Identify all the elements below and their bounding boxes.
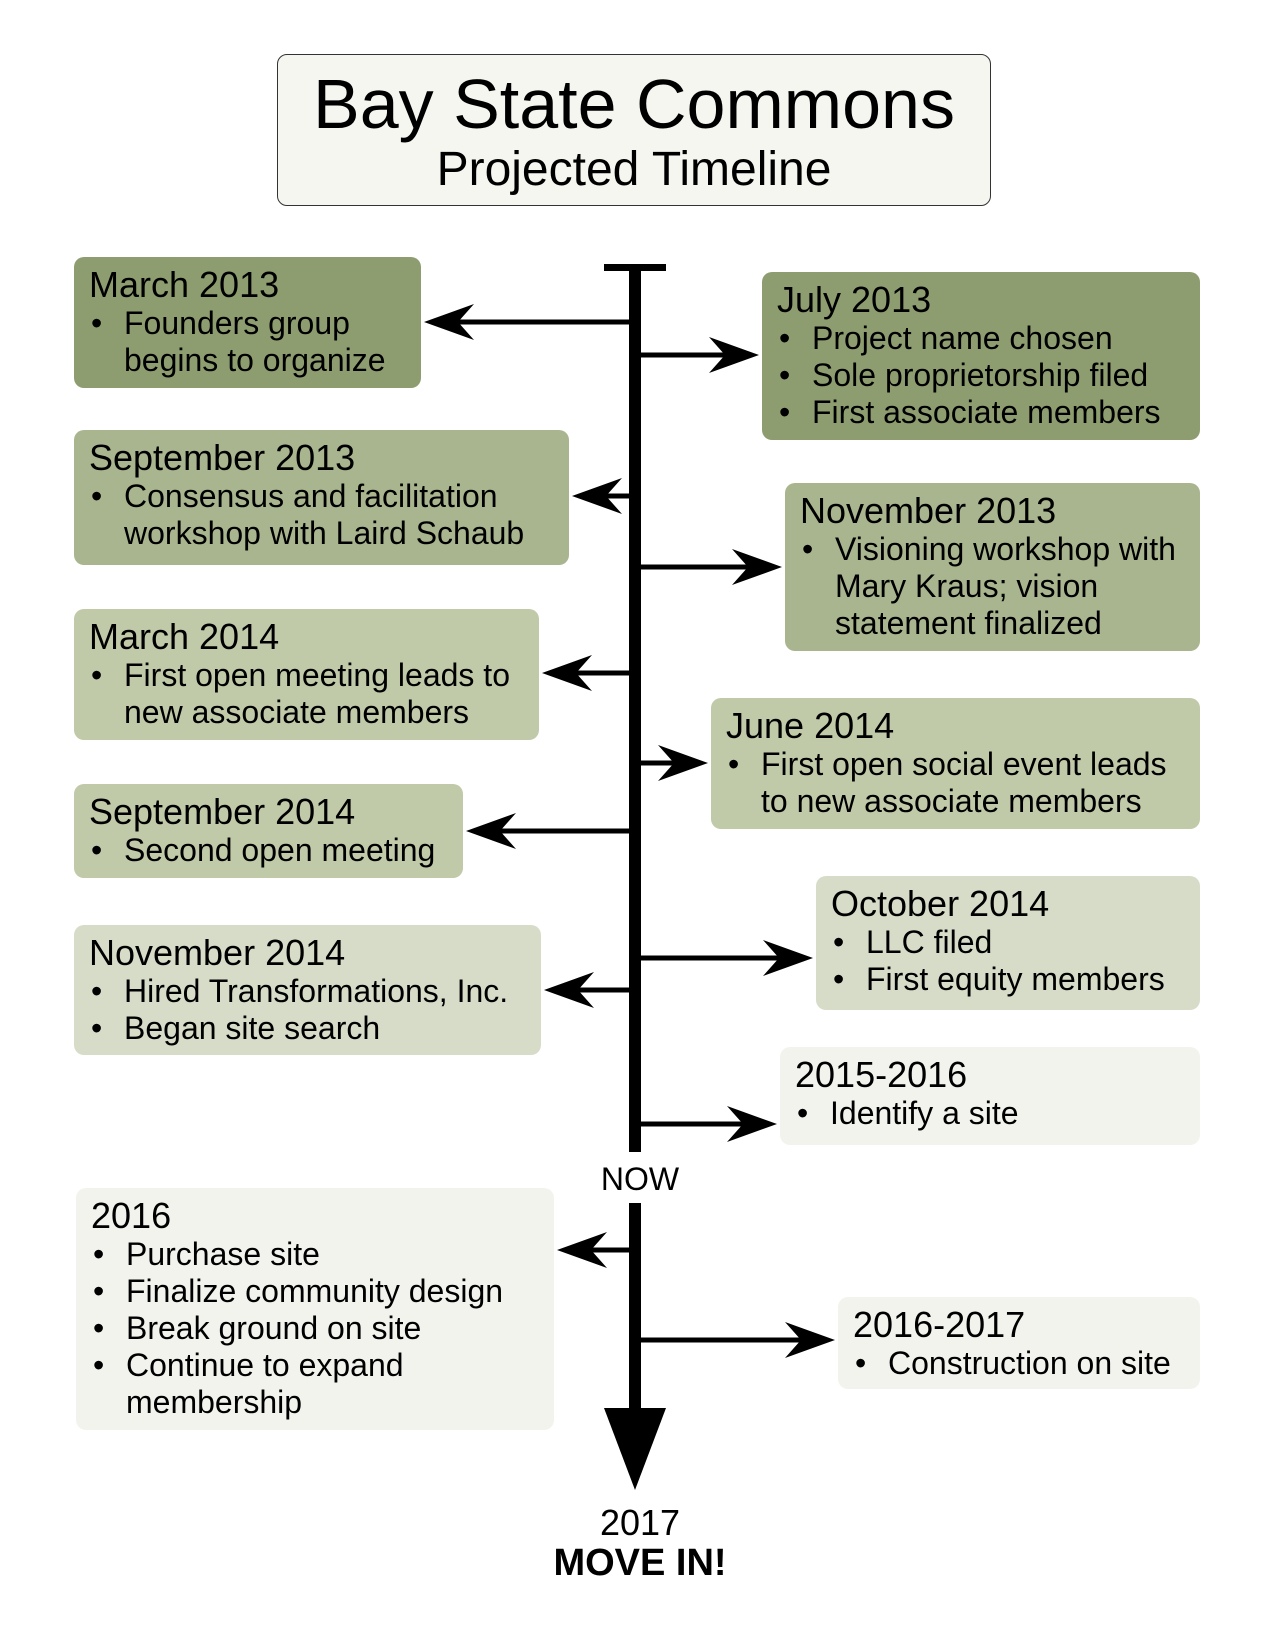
event-box: June 2014First open social event leads t… bbox=[711, 698, 1200, 829]
connector-arrowhead bbox=[785, 1322, 835, 1358]
page-subtitle: Projected Timeline bbox=[436, 143, 832, 196]
event-box: September 2013Consensus and facilitation… bbox=[74, 430, 569, 565]
now-label: NOW bbox=[600, 1161, 680, 1197]
event-date: September 2014 bbox=[89, 791, 356, 832]
event-item: First associate members bbox=[777, 394, 1184, 431]
event-box: November 2014Hired Transformations, Inc.… bbox=[74, 925, 541, 1055]
connector-arrowhead bbox=[763, 940, 813, 976]
event-items: First open social event leads to new ass… bbox=[726, 746, 1184, 820]
connector-arrowhead bbox=[424, 304, 474, 340]
event-date: March 2014 bbox=[89, 616, 280, 657]
event-item: First open meeting leads to new associat… bbox=[89, 657, 523, 731]
end-year-label: 2017 bbox=[599, 1502, 681, 1543]
event-date: July 2013 bbox=[777, 279, 932, 320]
event-items: Second open meeting bbox=[89, 832, 447, 869]
event-item: Finalize community design bbox=[91, 1273, 538, 1310]
event-date: September 2013 bbox=[89, 437, 356, 478]
event-item: Second open meeting bbox=[89, 832, 447, 869]
connector-arrowhead bbox=[732, 549, 782, 585]
event-items: Hired Transformations, Inc.Began site se… bbox=[89, 973, 525, 1047]
title-box: Bay State Commons Projected Timeline bbox=[277, 54, 991, 206]
connector-arrowhead bbox=[572, 478, 622, 514]
event-items: Visioning workshop with Mary Kraus; visi… bbox=[800, 531, 1184, 642]
event-items: LLC filedFirst equity members bbox=[831, 924, 1184, 998]
event-box: 2016Purchase siteFinalize community desi… bbox=[76, 1188, 554, 1430]
event-date: November 2014 bbox=[89, 932, 346, 973]
event-item: Break ground on site bbox=[91, 1310, 538, 1347]
connector-arrowhead bbox=[727, 1106, 777, 1142]
event-date: October 2014 bbox=[831, 883, 1050, 924]
event-items: Project name chosenSole proprietorship f… bbox=[777, 320, 1184, 431]
event-items: Consensus and facilitation workshop with… bbox=[89, 478, 553, 552]
event-item: Visioning workshop with Mary Kraus; visi… bbox=[800, 531, 1184, 642]
event-box: March 2014First open meeting leads to ne… bbox=[74, 609, 539, 740]
event-box: October 2014LLC filedFirst equity member… bbox=[816, 876, 1200, 1010]
page-title: Bay State Commons bbox=[313, 65, 955, 143]
event-date: November 2013 bbox=[800, 490, 1057, 531]
event-date: 2016 bbox=[91, 1195, 172, 1236]
event-item: Sole proprietorship filed bbox=[777, 357, 1184, 394]
event-items: Purchase siteFinalize community designBr… bbox=[91, 1236, 538, 1421]
event-item: Identify a site bbox=[795, 1095, 1184, 1132]
event-item: First equity members bbox=[831, 961, 1184, 998]
spine-lower bbox=[629, 1203, 641, 1413]
event-item: Continue to expand membership bbox=[91, 1347, 538, 1421]
event-box: March 2013Founders group begins to organ… bbox=[74, 257, 421, 388]
event-item: Began site search bbox=[89, 1010, 525, 1047]
event-item: Project name chosen bbox=[777, 320, 1184, 357]
connector-arrowhead bbox=[658, 745, 708, 781]
connector-arrowhead bbox=[557, 1232, 607, 1268]
connector-arrowhead bbox=[709, 337, 759, 373]
event-date: March 2013 bbox=[89, 264, 280, 305]
connector-arrowhead bbox=[542, 655, 592, 691]
event-date: June 2014 bbox=[726, 705, 895, 746]
event-date: 2015-2016 bbox=[795, 1054, 968, 1095]
event-item: First open social event leads to new ass… bbox=[726, 746, 1184, 820]
event-box: 2015-2016Identify a site bbox=[780, 1047, 1200, 1145]
spine-arrowhead bbox=[604, 1408, 666, 1490]
event-items: Founders group begins to organize bbox=[89, 305, 405, 379]
event-date: 2016-2017 bbox=[853, 1304, 1026, 1345]
event-items: Construction on site bbox=[853, 1345, 1184, 1382]
event-items: First open meeting leads to new associat… bbox=[89, 657, 523, 731]
event-box: September 2014Second open meeting bbox=[74, 784, 463, 878]
event-item: Purchase site bbox=[91, 1236, 538, 1273]
event-box: 2016-2017Construction on site bbox=[838, 1297, 1200, 1389]
event-item: Consensus and facilitation workshop with… bbox=[89, 478, 553, 552]
connector-arrowhead bbox=[466, 813, 516, 849]
event-box: July 2013Project name chosenSole proprie… bbox=[762, 272, 1200, 440]
event-item: Hired Transformations, Inc. bbox=[89, 973, 525, 1010]
spine-upper bbox=[629, 264, 641, 1152]
event-item: Construction on site bbox=[853, 1345, 1184, 1382]
connector-arrowhead bbox=[544, 972, 594, 1008]
event-box: November 2013Visioning workshop with Mar… bbox=[785, 483, 1200, 651]
event-items: Identify a site bbox=[795, 1095, 1184, 1132]
move-in-label: MOVE IN! bbox=[553, 1542, 727, 1584]
event-item: Founders group begins to organize bbox=[89, 305, 405, 379]
event-item: LLC filed bbox=[831, 924, 1184, 961]
